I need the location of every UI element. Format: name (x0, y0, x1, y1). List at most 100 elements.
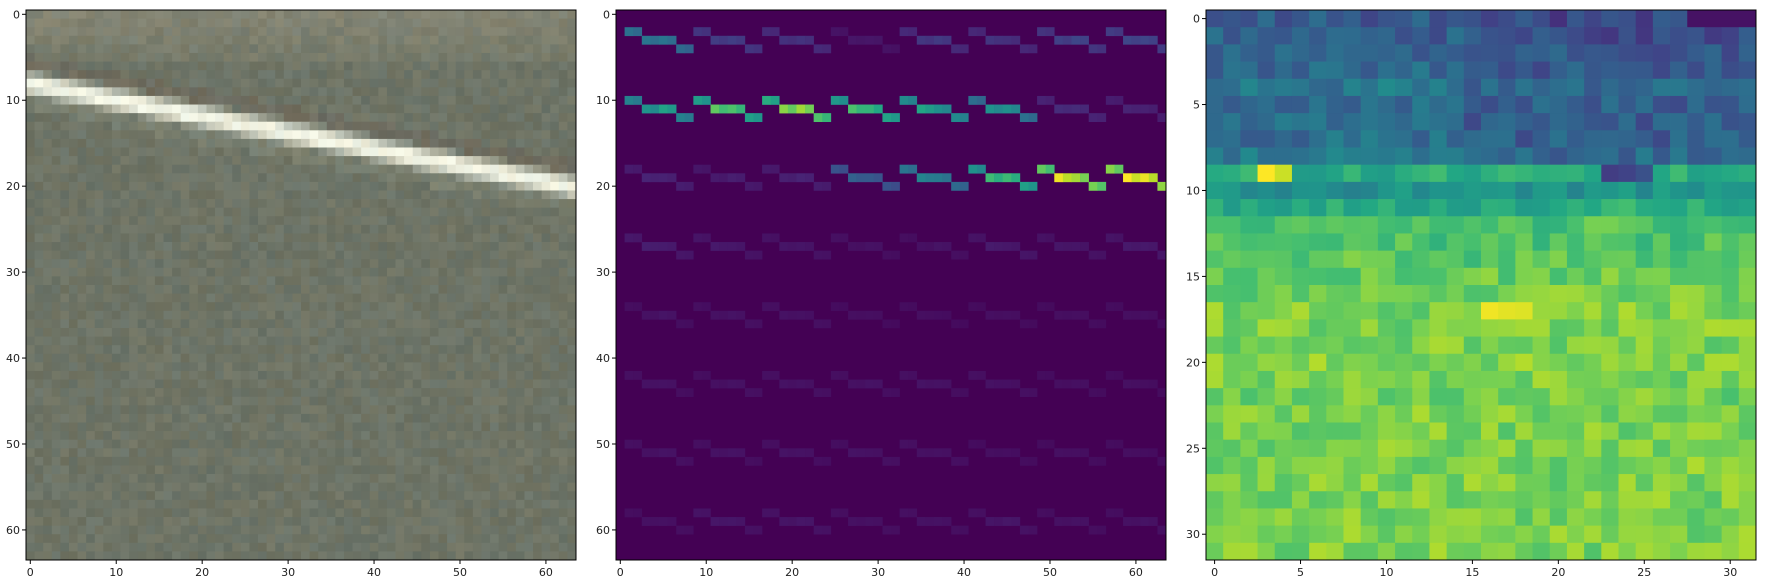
image-pixel (386, 474, 396, 484)
image-pixel (215, 113, 225, 123)
heatmap-cell (779, 448, 789, 458)
image-pixel (189, 285, 199, 294)
heatmap-cell (942, 379, 952, 389)
image-pixel (472, 18, 482, 28)
image-pixel (361, 87, 371, 97)
heatmap-cell (1429, 95, 1448, 114)
image-pixel (386, 413, 396, 423)
image-pixel (292, 285, 302, 294)
image-pixel (68, 259, 78, 269)
image-pixel (206, 345, 216, 355)
image-pixel (412, 18, 422, 28)
image-pixel (172, 508, 182, 518)
x-tick-label: 30 (871, 566, 885, 579)
image-pixel (258, 18, 268, 28)
image-pixel (507, 61, 517, 71)
image-pixel (472, 44, 482, 54)
image-pixel (472, 233, 482, 243)
image-pixel (507, 525, 517, 535)
image-pixel (412, 10, 422, 19)
image-pixel (404, 551, 414, 561)
image-pixel (68, 525, 78, 535)
image-pixel (412, 242, 422, 252)
heatmap-cell (1566, 61, 1585, 80)
image-pixel (111, 491, 121, 501)
image-pixel (318, 138, 328, 148)
image-pixel (447, 474, 457, 484)
image-pixel (111, 542, 121, 552)
image-pixel (249, 61, 259, 71)
image-pixel (447, 362, 457, 372)
image-pixel (189, 181, 199, 191)
image-pixel (258, 87, 268, 97)
image-pixel (215, 551, 225, 561)
image-pixel (249, 405, 259, 415)
heatmap-cell (1360, 181, 1379, 200)
heatmap-cell (856, 310, 866, 320)
image-pixel (326, 508, 336, 518)
image-pixel (541, 190, 551, 200)
image-pixel (232, 302, 242, 312)
image-pixel (68, 551, 78, 561)
image-pixel (275, 52, 285, 62)
image-pixel (533, 319, 543, 329)
heatmap-cell (1498, 147, 1516, 166)
image-pixel (163, 302, 173, 312)
image-pixel (515, 534, 525, 544)
heatmap-cell (1412, 147, 1430, 166)
image-pixel (481, 448, 491, 458)
image-pixel (455, 61, 465, 71)
heatmap-cell (1274, 181, 1293, 200)
heatmap-cell (744, 319, 754, 329)
heatmap-cell (762, 439, 771, 449)
image-pixel (26, 396, 35, 406)
image-pixel (154, 61, 164, 71)
image-pixel (34, 422, 44, 432)
image-pixel (438, 405, 448, 415)
image-pixel (498, 302, 508, 312)
image-pixel (343, 224, 353, 234)
heatmap-cell (1635, 147, 1654, 166)
image-pixel (404, 465, 414, 475)
image-pixel (137, 345, 147, 355)
image-pixel (309, 181, 319, 191)
image-pixel (94, 517, 104, 527)
image-pixel (189, 353, 199, 363)
image-pixel (326, 267, 336, 277)
image-pixel (395, 405, 405, 415)
image-pixel (541, 113, 551, 123)
image-pixel (490, 173, 500, 183)
image-pixel (541, 27, 551, 37)
image-pixel (180, 439, 190, 449)
image-pixel (34, 130, 44, 140)
image-pixel (111, 422, 121, 432)
image-pixel (51, 431, 61, 441)
image-pixel (129, 327, 139, 337)
heatmap-cell (839, 302, 849, 312)
image-pixel (249, 310, 259, 320)
y-tick-label: 20 (6, 180, 20, 193)
image-pixel (464, 431, 474, 441)
image-pixel (137, 456, 147, 466)
image-pixel (283, 250, 293, 260)
image-pixel (26, 293, 35, 303)
image-pixel (26, 78, 35, 88)
image-pixel (240, 439, 250, 449)
image-pixel (43, 413, 53, 423)
heatmap-cell (848, 310, 857, 320)
image-pixel (378, 551, 388, 561)
image-pixel (455, 405, 465, 415)
image-pixel (60, 233, 70, 243)
image-pixel (429, 259, 439, 269)
image-pixel (472, 456, 482, 466)
image-pixel (249, 353, 259, 363)
image-pixel (86, 87, 96, 97)
image-pixel (490, 396, 500, 406)
image-pixel (464, 78, 474, 88)
heatmap-cell (1601, 44, 1619, 62)
image-pixel (292, 310, 302, 320)
heatmap-cell (1721, 147, 1740, 166)
image-pixel (154, 396, 164, 406)
heatmap-cell (1532, 78, 1551, 97)
image-pixel (515, 327, 525, 337)
